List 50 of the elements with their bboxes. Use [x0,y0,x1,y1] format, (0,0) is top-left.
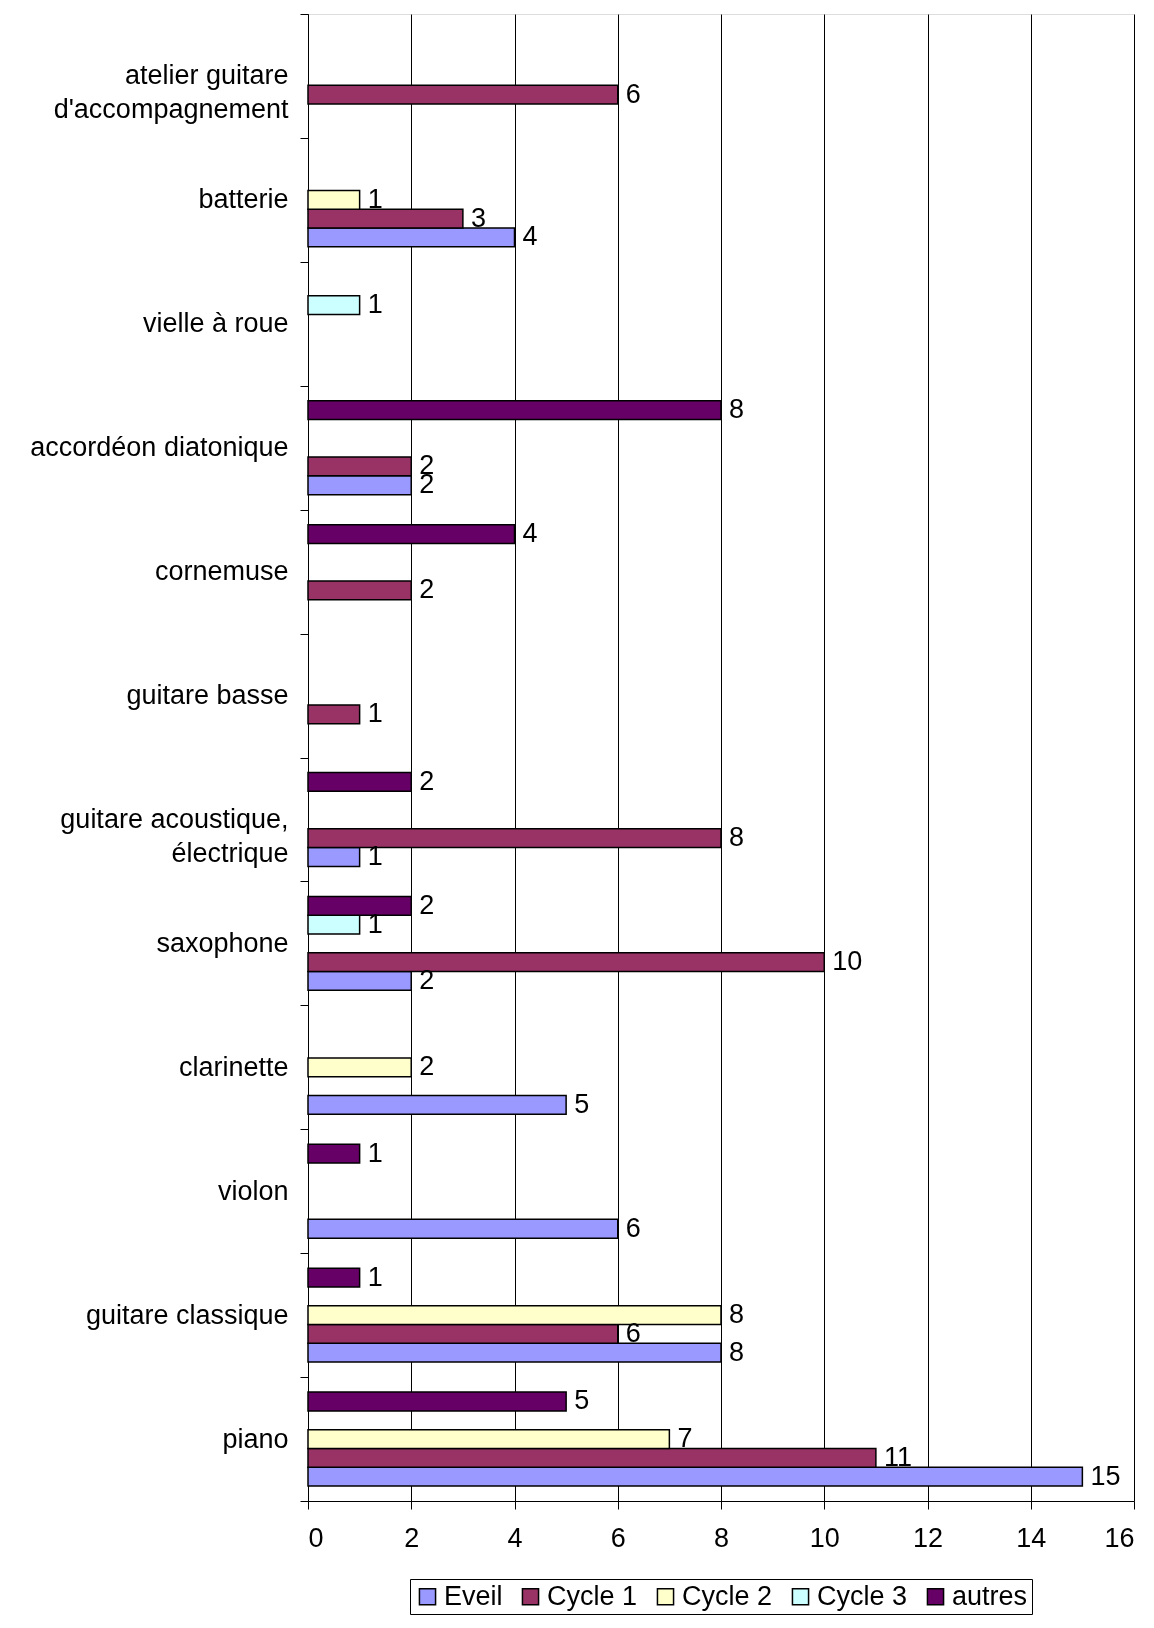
data-label: 15 [1090,1460,1121,1491]
legend-label: Cycle 2 [682,1580,773,1611]
data-label: 5 [574,1385,590,1416]
data-label: 2 [419,1051,435,1082]
x-tick-label: 4 [507,1522,523,1553]
x-tick-label: 2 [404,1522,420,1553]
data-label: 1 [367,289,383,320]
y-tick-label: clarinette [178,1051,289,1082]
x-tick-label: 8 [713,1522,730,1553]
y-tick-label: guitare classique [85,1299,289,1330]
y-tick-label: saxophone [156,927,289,958]
x-tick-label: 0 [308,1522,324,1553]
y-tick-label: guitare basse [126,680,289,711]
legend-label: Eveil [444,1580,503,1611]
x-tick-label: 10 [809,1522,840,1553]
data-label: 8 [729,394,745,425]
data-label: 11 [883,1441,912,1472]
legend-label: Cycle 3 [817,1580,908,1611]
data-label: 6 [625,1212,641,1243]
x-tick-label: 14 [1016,1522,1047,1553]
legend-label: autres [952,1580,1028,1611]
data-label: 8 [729,822,745,853]
y-tick-label: guitare acoustique, électrique [60,803,289,868]
data-label: 1 [367,698,383,729]
y-tick-label: violon [217,1175,289,1206]
data-label: 4 [522,221,538,252]
data-label: 2 [419,765,435,796]
y-tick-label: vielle à roue [142,308,289,339]
data-label: 2 [419,574,435,605]
data-label: 1 [367,1261,383,1292]
data-label: 1 [367,1137,383,1168]
data-label: 8 [729,1336,745,1367]
y-tick-label: accordéon diatonique [30,432,289,463]
legend-label: Cycle 1 [547,1580,638,1611]
x-tick-label: 6 [610,1522,626,1553]
data-label: 1 [367,183,383,214]
y-tick-label: piano [222,1423,289,1454]
y-tick-label: batterie [198,184,289,215]
data-label: 5 [574,1088,590,1119]
data-label: 10 [832,946,863,977]
y-tick-label: atelier guitare d'accompagnement [53,60,289,125]
data-label: 4 [522,518,538,549]
x-tick-label: 12 [912,1522,944,1553]
data-label: 2 [419,889,435,920]
data-label: 6 [625,78,641,109]
data-label: 3 [470,202,486,233]
y-tick-label: cornemuse [154,556,289,587]
x-tick-label: 16 [1104,1522,1135,1553]
data-label: 7 [677,1423,693,1454]
data-label: 8 [729,1299,745,1330]
